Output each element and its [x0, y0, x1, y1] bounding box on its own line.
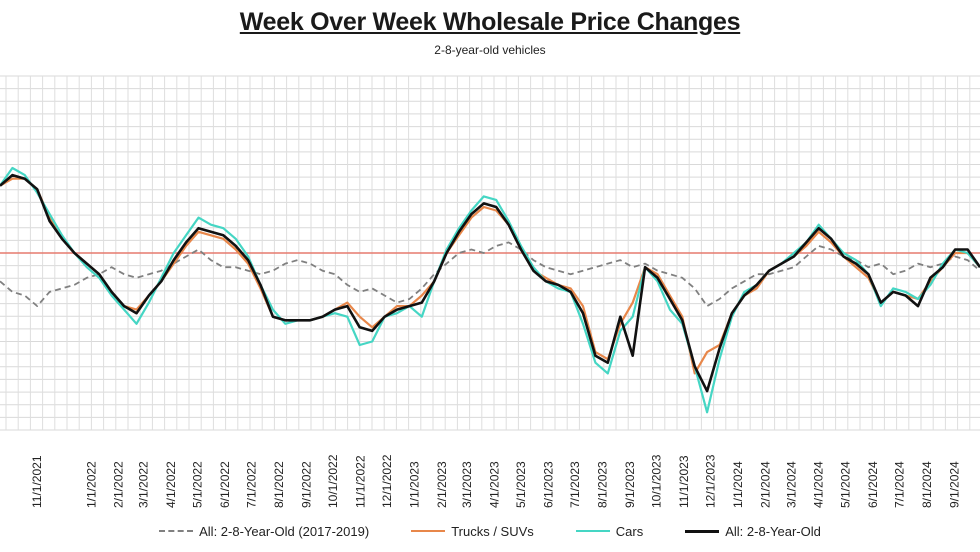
legend-item-cars: Cars: [575, 523, 644, 539]
series-line-all-2-8-year-old-2017-2019: [0, 241, 980, 308]
legend-item-all-2017-2019: All: 2-8-Year-Old (2017-2019): [159, 524, 369, 539]
x-tick-label: 3/1/2022: [137, 461, 151, 508]
x-tick-label: 1/1/2022: [84, 461, 98, 508]
legend-swatch-orange: [411, 530, 446, 532]
x-tick-label: 3/1/2024: [784, 461, 798, 508]
legend-item-trucks-suvs: Trucks / SUVs: [411, 524, 534, 539]
x-tick-label: 4/1/2024: [812, 461, 826, 508]
chart-subtitle: 2-8-year-old vehicles: [434, 43, 546, 57]
legend-label: Trucks / SUVs: [451, 523, 534, 539]
x-tick-label: 12/1/2023: [704, 454, 718, 508]
x-tick-label: 6/1/2022: [218, 461, 232, 508]
x-tick-label: 11/1/2022: [354, 455, 368, 508]
chart-title: Week Over Week Wholesale Price Changes: [239, 8, 741, 36]
series-line-all-2-8-year-old: [0, 173, 980, 393]
x-tick-label: 1/1/2023: [408, 461, 422, 508]
x-tick-label: 1/1/2024: [731, 461, 745, 508]
x-tick-label: 4/1/2022: [164, 461, 178, 508]
series-line-cars: [0, 166, 980, 414]
x-tick-label: 9/1/2023: [623, 461, 637, 508]
x-tick-label: 2/1/2023: [435, 461, 449, 508]
series-lines: [0, 166, 980, 414]
x-tick-label: 8/1/2022: [272, 461, 286, 508]
x-tick-label: 6/1/2023: [542, 461, 556, 508]
x-tick-label: 7/1/2022: [245, 461, 259, 508]
legend-label: All: 2-8-Year-Old (2017-2019): [199, 523, 370, 539]
series-line-trucks-suvs: [0, 177, 980, 375]
x-tick-label: 7/1/2023: [568, 461, 582, 508]
x-axis-tick-labels: 11/1/2021 1/1/2022 2/1/2022 3/1/2022 4/1/202…: [30, 454, 961, 508]
x-tick-label: 11/1/2023: [677, 455, 691, 508]
x-tick-label: 2/1/2024: [759, 461, 773, 508]
legend-label: Cars: [615, 523, 644, 539]
x-tick-label: 6/1/2024: [866, 461, 880, 508]
x-tick-label: 8/1/2023: [596, 461, 610, 508]
x-tick-label: 8/1/2024: [920, 461, 934, 508]
x-tick-label: 5/1/2024: [838, 461, 852, 508]
legend-swatch-dashed-gray: [159, 530, 194, 532]
x-tick-label: 2/1/2022: [112, 461, 126, 508]
legend-item-all-2-8: All: 2-8-Year-Old: [685, 524, 821, 539]
x-tick-label: 5/1/2023: [514, 461, 528, 508]
legend: All: 2-8-Year-Old (2017-2019) Trucks / S…: [0, 518, 980, 544]
x-tick-label: 9/1/2024: [947, 461, 961, 508]
x-tick-label: 10/1/2022: [326, 454, 340, 508]
x-tick-label: 10/1/2023: [650, 454, 664, 508]
x-tick-label: 9/1/2022: [300, 461, 314, 508]
legend-swatch-teal: [575, 530, 610, 532]
x-tick-label: 11/1/2021: [30, 455, 44, 508]
x-tick-label: 12/1/2022: [380, 454, 394, 508]
x-tick-label: 4/1/2023: [487, 461, 501, 508]
x-tick-label: 7/1/2024: [892, 461, 906, 508]
legend-swatch-black: [685, 529, 720, 533]
legend-label: All: 2-8-Year-Old: [725, 523, 821, 539]
x-tick-label: 5/1/2022: [191, 461, 205, 508]
x-tick-label: 3/1/2023: [460, 461, 474, 508]
